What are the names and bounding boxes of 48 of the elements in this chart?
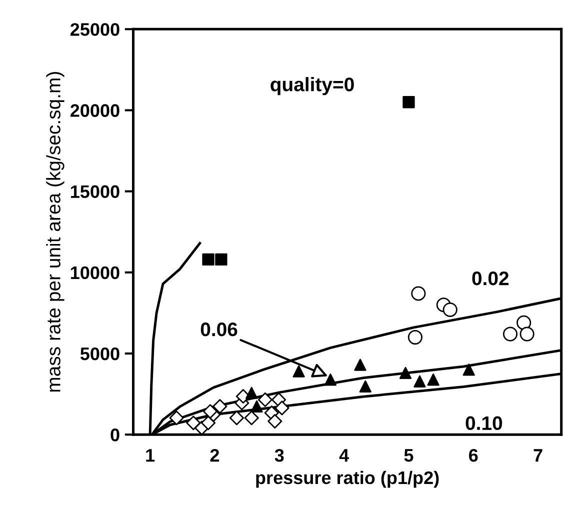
x-tick-label: 7 xyxy=(534,449,542,462)
point xyxy=(516,315,532,330)
point xyxy=(212,399,228,414)
point xyxy=(402,96,415,108)
point xyxy=(202,253,214,266)
point xyxy=(292,365,305,378)
annotation: 0.10 xyxy=(466,416,502,430)
point xyxy=(268,414,282,429)
point xyxy=(274,400,290,416)
point xyxy=(258,392,272,408)
point xyxy=(399,366,412,380)
x-tick-label: 1 xyxy=(146,449,155,462)
x-tick-label: 4 xyxy=(339,449,349,462)
y-tick-label: 20000 xyxy=(70,104,120,117)
point xyxy=(359,380,372,393)
point xyxy=(200,416,216,430)
annotation: 0.02 xyxy=(472,272,509,286)
point xyxy=(324,374,337,386)
annotation: 0.06 xyxy=(200,322,238,336)
annotation: quality=0 xyxy=(270,77,354,96)
point xyxy=(427,374,440,386)
point xyxy=(354,358,366,371)
y-tick-label: 5000 xyxy=(80,347,120,360)
point xyxy=(502,326,518,342)
point xyxy=(462,364,475,376)
point xyxy=(215,253,228,266)
point xyxy=(520,326,534,342)
point xyxy=(411,286,426,301)
point xyxy=(202,404,218,419)
y-tick-label: 10000 xyxy=(70,266,120,280)
y-axis-title: mass rate per unit area (kg/sec.sq.m) xyxy=(46,72,64,392)
y-tick-label: 0 xyxy=(110,428,120,442)
point xyxy=(246,386,258,399)
x-tick-label: 3 xyxy=(274,448,284,462)
point xyxy=(414,375,426,388)
y-tick-label: 25000 xyxy=(70,23,120,36)
point xyxy=(442,302,458,318)
point xyxy=(408,330,422,345)
point xyxy=(169,410,184,426)
point xyxy=(229,410,244,426)
x-tick-label: 5 xyxy=(404,449,414,462)
x-tick-label: 6 xyxy=(469,448,478,462)
x-axis-title: pressure ratio (p1/p2) xyxy=(256,470,439,488)
y-tick-label: 15000 xyxy=(70,185,120,198)
x-tick-label: 2 xyxy=(210,448,220,462)
point xyxy=(250,400,263,412)
point xyxy=(186,416,201,430)
point xyxy=(244,410,259,426)
